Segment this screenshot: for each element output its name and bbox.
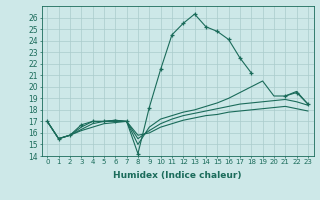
X-axis label: Humidex (Indice chaleur): Humidex (Indice chaleur) — [113, 171, 242, 180]
